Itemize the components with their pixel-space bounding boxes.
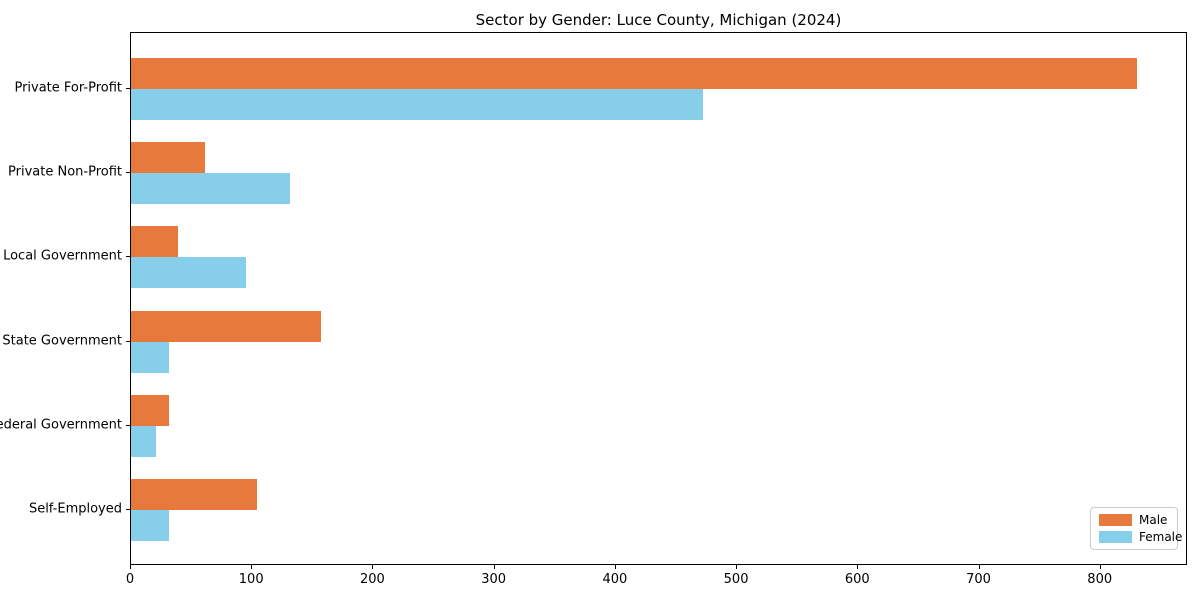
bar-female-private-for-profit [131,89,703,120]
y-tick-label-state-government: State Government [2,333,122,349]
x-tick-mark [251,565,253,569]
bar-female-federal-government [131,425,156,457]
x-tick-mark [978,565,980,569]
y-tick-label-federal-government: Federal Government [0,417,122,433]
y-tick-mark [126,172,130,174]
chart-title: Sector by Gender: Luce County, Michigan … [475,11,842,29]
bar-male-state-government [131,310,321,342]
bar-male-federal-government [131,394,169,426]
y-tick-mark [126,509,130,510]
legend-label-male: Male [1139,513,1168,527]
bar-female-self-employed [131,510,169,541]
legend-label-female: Female [1139,530,1183,544]
legend-swatch-female [1099,531,1132,543]
x-tick-mark [736,565,738,569]
legend-item-male: Male [1099,514,1169,526]
y-tick-mark [126,340,130,342]
plot-area [130,32,1187,565]
y-tick-label-private-non-profit: Private Non-Profit [8,164,122,180]
bar-female-local-government [131,257,246,289]
y-tick-label-local-government: Local Government [3,248,122,264]
x-tick-label-0: 0 [125,572,135,587]
bar-male-private-for-profit [131,58,1137,89]
bar-male-private-non-profit [131,142,205,174]
legend-swatch-male [1099,514,1132,526]
legend-item-female: Female [1099,531,1182,543]
x-tick-label-300: 300 [481,572,507,587]
bar-male-self-employed [131,479,257,510]
y-tick-label-private-for-profit: Private For-Profit [14,80,122,96]
x-tick-mark [493,565,495,569]
x-tick-label-500: 500 [723,572,749,587]
x-tick-label-800: 800 [1087,572,1113,587]
bar-female-state-government [131,341,169,373]
bar-male-local-government [131,226,178,258]
x-tick-label-200: 200 [360,572,385,587]
x-tick-label-100: 100 [238,572,264,587]
y-tick-label-self-employed: Self-Employed [28,501,122,517]
x-tick-mark [857,565,859,569]
y-tick-mark [126,424,130,426]
x-tick-label-700: 700 [966,572,991,587]
legend: Male Female [1090,507,1182,550]
x-tick-mark [130,565,131,569]
x-tick-label-600: 600 [844,572,870,587]
y-tick-mark [126,256,130,258]
y-tick-mark [126,88,130,89]
bar-female-private-non-profit [131,173,290,205]
x-tick-mark [1099,565,1101,569]
x-tick-mark [614,565,616,569]
x-tick-mark [372,565,374,569]
x-tick-label-400: 400 [602,572,628,587]
